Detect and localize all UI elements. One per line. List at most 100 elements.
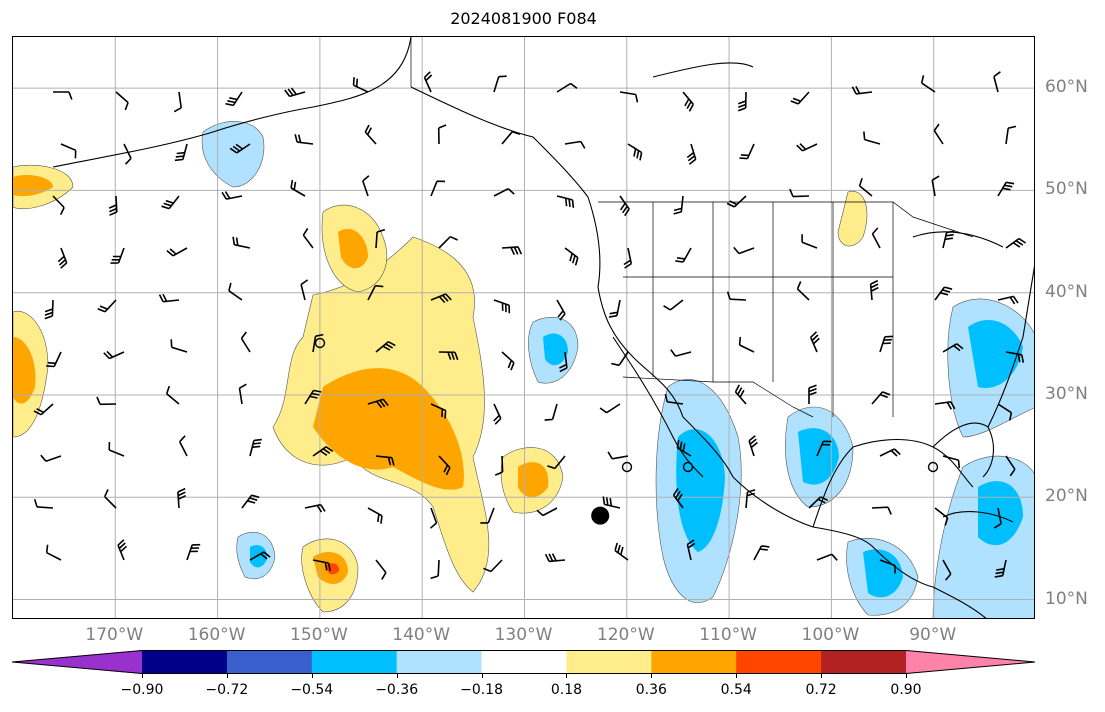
wind-barb-66 (158, 293, 180, 303)
orange-core-north-pacific (338, 228, 368, 269)
colorbar-tick-label-9: 0.90 (890, 682, 922, 698)
wind-barb-77 (869, 279, 879, 301)
wind-barb-110 (934, 401, 956, 410)
wind-barb-43 (726, 195, 747, 208)
wind-barb-35 (221, 191, 243, 200)
wind-barb-65 (97, 299, 117, 313)
wind-barb-78 (934, 286, 953, 301)
orange-core-west-lower (13, 337, 36, 404)
us-mexico-border (622, 376, 814, 418)
wind-barb-83 (240, 331, 251, 353)
lon-label-3: 140°W (392, 625, 451, 645)
colorbar-cells (12, 650, 1036, 674)
wind-barb-24 (564, 140, 586, 149)
colorbar-tick-6 (651, 673, 653, 678)
wind-barb-79 (997, 295, 1019, 305)
small-circle-marker-2 (621, 461, 633, 473)
east-coast (987, 266, 1034, 428)
wind-barb-149 (375, 559, 387, 580)
wind-barb-98 (165, 385, 180, 405)
wind-barb-115 (249, 438, 262, 457)
colorbar-cell-1 (142, 650, 228, 674)
wind-barb-153 (614, 542, 629, 561)
wind-barb-111 (997, 403, 1013, 421)
wind-barb-147 (249, 551, 271, 561)
colorbar-cell-4 (396, 650, 483, 674)
wind-barb-92 (809, 331, 820, 353)
wind-barb-157 (879, 559, 896, 574)
small-circle-marker-3 (682, 461, 694, 473)
wind-barb-90 (670, 349, 692, 357)
wind-barb-12 (790, 91, 810, 105)
wind-barb-93 (879, 335, 893, 353)
lat-label-0: 60°N (1045, 77, 1088, 98)
wind-barb-14 (920, 75, 936, 93)
wind-barb-11 (737, 91, 747, 112)
wind-barb-17 (123, 143, 132, 165)
wind-barb-15 (993, 71, 1001, 93)
wind-barb-38 (430, 180, 446, 197)
wind-barb-106 (664, 393, 684, 405)
wind-barb-45 (858, 178, 873, 197)
colorbar-tick-0 (142, 673, 143, 678)
wind-barb-26 (686, 143, 697, 165)
orange-core-east-pacific (518, 462, 549, 498)
wind-barb-58 (675, 247, 692, 263)
positive-region-great-lakes (837, 190, 868, 247)
wind-barb-10 (682, 91, 694, 112)
wind-barb-152 (544, 553, 566, 563)
wind-barb-124 (816, 440, 832, 457)
colorbar-cell-7 (651, 650, 737, 674)
wind-barb-99 (238, 383, 247, 405)
wind-barb-154 (686, 539, 696, 561)
wind-barb-37 (362, 175, 370, 197)
wind-barb-97 (96, 396, 117, 406)
wind-barb-86 (438, 351, 459, 361)
wind-barb-55 (501, 246, 523, 256)
wind-barb-113 (108, 441, 125, 457)
colorbar-tick-8 (821, 673, 823, 678)
small-circle-marker-1 (314, 337, 326, 349)
wind-barb-23 (501, 130, 521, 145)
wind-barb-109 (871, 391, 891, 405)
lon-label-1: 160°W (187, 625, 246, 645)
colorbar-cell-9 (821, 650, 907, 674)
wind-barb-151 (483, 559, 503, 573)
wind-barb-31 (1005, 125, 1017, 145)
wind-barb-141 (871, 506, 892, 515)
wind-barb-91 (738, 336, 755, 353)
wind-barb-87 (501, 351, 515, 371)
wind-barb-94 (942, 343, 964, 353)
wind-barb-60 (801, 234, 818, 249)
wind-barb-81 (103, 350, 125, 360)
colorbar-tick-1 (226, 673, 228, 678)
blue-core-hawaii-south (250, 545, 268, 568)
blue-core-central-america (863, 549, 903, 598)
wind-barb-132 (304, 503, 326, 513)
wind-barb-25 (627, 143, 643, 161)
wind-barb-139 (745, 489, 756, 509)
wind-barb-95 (1005, 351, 1025, 363)
wind-barb-112 (40, 454, 62, 462)
wind-barb-61 (871, 227, 881, 249)
colorbar-cell-3 (311, 650, 398, 674)
wind-barb-64 (44, 299, 54, 320)
wind-barb-49 (110, 247, 125, 264)
wind-barb-120 (547, 455, 566, 470)
wind-barb-8 (556, 82, 578, 93)
wind-barb-57 (623, 247, 633, 269)
wind-barb-21 (364, 124, 377, 145)
state-lines (623, 202, 894, 417)
graticule-lines (13, 37, 1034, 618)
wind-barb-18 (174, 143, 188, 162)
colorbar-tick-label-7: 0.54 (720, 682, 752, 698)
colorbar-tick-3 (396, 673, 398, 678)
wind-barb-121 (607, 451, 629, 460)
wind-barb-129 (103, 489, 117, 509)
wind-barb-138 (672, 487, 684, 509)
wind-barb-80 (46, 351, 62, 368)
us-canada-border (598, 201, 974, 238)
wind-barb-62 (942, 230, 955, 249)
lon-label-5: 120°W (596, 625, 655, 645)
wind-barb-19 (229, 143, 251, 154)
